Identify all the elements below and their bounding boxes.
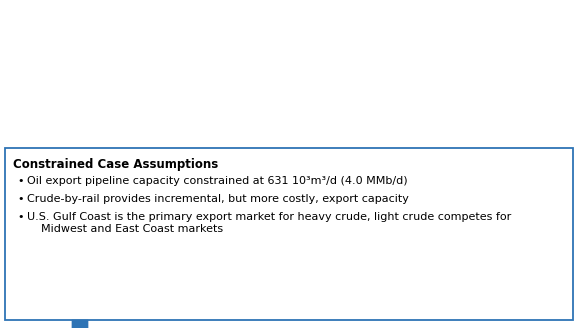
Text: •: • — [17, 212, 24, 222]
Text: Crude-by-rail provides incremental, but more costly, export capacity: Crude-by-rail provides incremental, but … — [27, 194, 409, 204]
Text: •: • — [17, 176, 24, 186]
Text: Oil export pipeline capacity constrained at 631 10³m³/d (4.0 MMb/d): Oil export pipeline capacity constrained… — [27, 176, 408, 186]
Polygon shape — [64, 320, 96, 328]
Text: U.S. Gulf Coast is the primary export market for heavy crude, light crude compet: U.S. Gulf Coast is the primary export ma… — [27, 212, 511, 234]
Text: •: • — [17, 194, 24, 204]
FancyBboxPatch shape — [5, 148, 573, 320]
Text: Constrained Case Assumptions: Constrained Case Assumptions — [13, 158, 218, 171]
